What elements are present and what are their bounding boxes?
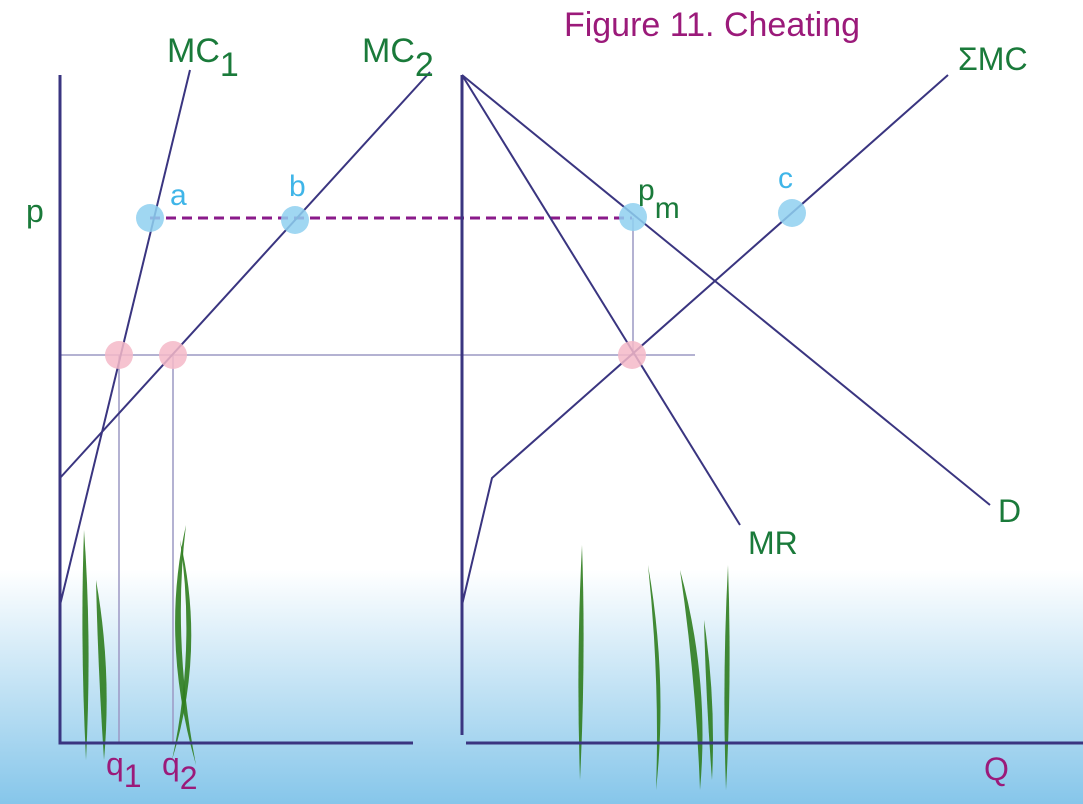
- mr-label: MR: [748, 525, 798, 561]
- curves: [60, 70, 990, 605]
- price-label: p: [26, 193, 44, 229]
- quantity-label: Q: [984, 751, 1009, 787]
- demand-label: D: [998, 493, 1021, 529]
- label: p: [638, 174, 655, 207]
- subscript: 1: [124, 758, 142, 794]
- point-a-label: a: [170, 179, 187, 212]
- point-b-label: b: [289, 170, 306, 203]
- title: Figure 11. Cheating: [564, 6, 860, 44]
- subscript: 1: [220, 46, 239, 84]
- label: q: [106, 746, 124, 782]
- label: MC: [167, 32, 220, 70]
- subscript: m: [655, 192, 680, 225]
- mc1-label: MC1: [167, 32, 239, 84]
- diagram: Figure 11. Cheating MC1 MC2 ΣMC p a b c …: [0, 0, 1083, 804]
- points: [105, 199, 806, 369]
- subscript: 2: [180, 760, 198, 796]
- label: MC: [362, 32, 415, 70]
- subscript: 2: [415, 46, 434, 84]
- point-c-label: c: [778, 162, 793, 195]
- mc2-label: MC2: [362, 32, 434, 84]
- label: q: [162, 746, 180, 782]
- sum-mc-label: ΣMC: [958, 41, 1028, 77]
